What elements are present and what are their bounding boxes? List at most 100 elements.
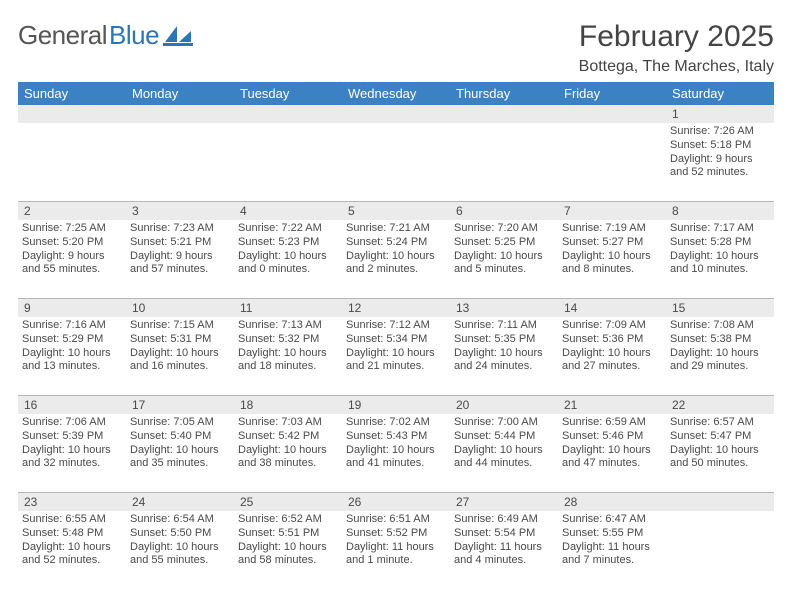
sunset-text: Sunset: 5:52 PM <box>346 527 446 541</box>
sunset-text: Sunset: 5:51 PM <box>238 527 338 541</box>
day-cell: Sunrise: 7:17 AMSunset: 5:28 PMDaylight:… <box>666 220 774 298</box>
week-row: 9101112131415Sunrise: 7:16 AMSunset: 5:2… <box>18 298 774 395</box>
sunrise-text: Sunrise: 6:52 AM <box>238 513 338 527</box>
day-cell: Sunrise: 6:55 AMSunset: 5:48 PMDaylight:… <box>18 511 126 589</box>
day-cell <box>18 123 126 201</box>
day-cell: Sunrise: 7:25 AMSunset: 5:20 PMDaylight:… <box>18 220 126 298</box>
day-cell: Sunrise: 7:06 AMSunset: 5:39 PMDaylight:… <box>18 414 126 492</box>
day-info: Sunrise: 7:02 AMSunset: 5:43 PMDaylight:… <box>346 416 446 471</box>
daylight-text: Daylight: 9 hours and 57 minutes. <box>130 250 230 278</box>
sunset-text: Sunset: 5:36 PM <box>562 333 662 347</box>
sunset-text: Sunset: 5:27 PM <box>562 236 662 250</box>
daynum-row: 16171819202122 <box>18 396 774 414</box>
sunrise-text: Sunrise: 7:26 AM <box>670 125 770 139</box>
day-info: Sunrise: 6:59 AMSunset: 5:46 PMDaylight:… <box>562 416 662 471</box>
day-cell: Sunrise: 7:21 AMSunset: 5:24 PMDaylight:… <box>342 220 450 298</box>
day-info: Sunrise: 7:00 AMSunset: 5:44 PMDaylight:… <box>454 416 554 471</box>
daylight-text: Daylight: 10 hours and 50 minutes. <box>670 444 770 472</box>
daylight-text: Daylight: 9 hours and 52 minutes. <box>670 153 770 181</box>
location-text: Bottega, The Marches, Italy <box>579 58 774 76</box>
day-info: Sunrise: 6:52 AMSunset: 5:51 PMDaylight:… <box>238 513 338 568</box>
day-cell <box>126 123 234 201</box>
daylight-text: Daylight: 10 hours and 41 minutes. <box>346 444 446 472</box>
day-cell: Sunrise: 6:51 AMSunset: 5:52 PMDaylight:… <box>342 511 450 589</box>
weekday-header: Friday <box>558 82 666 105</box>
day-number: 7 <box>558 202 666 220</box>
sunrise-text: Sunrise: 7:02 AM <box>346 416 446 430</box>
day-number <box>558 105 666 123</box>
daylight-text: Daylight: 11 hours and 4 minutes. <box>454 541 554 569</box>
day-info: Sunrise: 7:16 AMSunset: 5:29 PMDaylight:… <box>22 319 122 374</box>
day-cell: Sunrise: 7:26 AMSunset: 5:18 PMDaylight:… <box>666 123 774 201</box>
day-cell: Sunrise: 7:13 AMSunset: 5:32 PMDaylight:… <box>234 317 342 395</box>
sunrise-text: Sunrise: 7:21 AM <box>346 222 446 236</box>
daylight-text: Daylight: 10 hours and 58 minutes. <box>238 541 338 569</box>
weekday-header-row: Sunday Monday Tuesday Wednesday Thursday… <box>18 82 774 105</box>
sunrise-text: Sunrise: 7:20 AM <box>454 222 554 236</box>
day-number: 24 <box>126 493 234 511</box>
day-number: 10 <box>126 299 234 317</box>
day-number: 8 <box>666 202 774 220</box>
daynum-row: 1 <box>18 105 774 123</box>
day-cell: Sunrise: 7:22 AMSunset: 5:23 PMDaylight:… <box>234 220 342 298</box>
weekday-header: Thursday <box>450 82 558 105</box>
day-info: Sunrise: 7:20 AMSunset: 5:25 PMDaylight:… <box>454 222 554 277</box>
sunrise-text: Sunrise: 7:22 AM <box>238 222 338 236</box>
sunset-text: Sunset: 5:46 PM <box>562 430 662 444</box>
day-info: Sunrise: 6:47 AMSunset: 5:55 PMDaylight:… <box>562 513 662 568</box>
sunset-text: Sunset: 5:29 PM <box>22 333 122 347</box>
day-info: Sunrise: 6:55 AMSunset: 5:48 PMDaylight:… <box>22 513 122 568</box>
day-cell: Sunrise: 6:57 AMSunset: 5:47 PMDaylight:… <box>666 414 774 492</box>
sunset-text: Sunset: 5:44 PM <box>454 430 554 444</box>
day-cell: Sunrise: 7:19 AMSunset: 5:27 PMDaylight:… <box>558 220 666 298</box>
sunrise-text: Sunrise: 7:00 AM <box>454 416 554 430</box>
sunset-text: Sunset: 5:28 PM <box>670 236 770 250</box>
day-number: 16 <box>18 396 126 414</box>
day-number: 21 <box>558 396 666 414</box>
info-row: Sunrise: 7:25 AMSunset: 5:20 PMDaylight:… <box>18 220 774 298</box>
day-cell: Sunrise: 7:12 AMSunset: 5:34 PMDaylight:… <box>342 317 450 395</box>
sunset-text: Sunset: 5:48 PM <box>22 527 122 541</box>
weekday-header: Tuesday <box>234 82 342 105</box>
daylight-text: Daylight: 10 hours and 27 minutes. <box>562 347 662 375</box>
daylight-text: Daylight: 10 hours and 24 minutes. <box>454 347 554 375</box>
daynum-row: 2345678 <box>18 202 774 220</box>
week-row: 2345678Sunrise: 7:25 AMSunset: 5:20 PMDa… <box>18 201 774 298</box>
page-header: GeneralBlue February 2025 Bottega, The M… <box>18 20 774 76</box>
logo-text-gray: General <box>18 20 107 51</box>
sunrise-text: Sunrise: 6:49 AM <box>454 513 554 527</box>
day-cell: Sunrise: 6:52 AMSunset: 5:51 PMDaylight:… <box>234 511 342 589</box>
month-title: February 2025 <box>579 20 774 54</box>
daylight-text: Daylight: 10 hours and 52 minutes. <box>22 541 122 569</box>
sunrise-text: Sunrise: 7:17 AM <box>670 222 770 236</box>
sunset-text: Sunset: 5:31 PM <box>130 333 230 347</box>
day-number: 3 <box>126 202 234 220</box>
sunset-text: Sunset: 5:23 PM <box>238 236 338 250</box>
sunrise-text: Sunrise: 7:05 AM <box>130 416 230 430</box>
daylight-text: Daylight: 10 hours and 38 minutes. <box>238 444 338 472</box>
day-info: Sunrise: 7:09 AMSunset: 5:36 PMDaylight:… <box>562 319 662 374</box>
sunset-text: Sunset: 5:50 PM <box>130 527 230 541</box>
info-row: Sunrise: 7:06 AMSunset: 5:39 PMDaylight:… <box>18 414 774 492</box>
day-number: 22 <box>666 396 774 414</box>
logo-sail-icon <box>163 24 193 46</box>
sunrise-text: Sunrise: 6:47 AM <box>562 513 662 527</box>
sunset-text: Sunset: 5:18 PM <box>670 139 770 153</box>
day-cell: Sunrise: 7:08 AMSunset: 5:38 PMDaylight:… <box>666 317 774 395</box>
info-row: Sunrise: 7:26 AMSunset: 5:18 PMDaylight:… <box>18 123 774 201</box>
day-number: 14 <box>558 299 666 317</box>
day-cell <box>450 123 558 201</box>
daylight-text: Daylight: 10 hours and 8 minutes. <box>562 250 662 278</box>
weeks-container: 1Sunrise: 7:26 AMSunset: 5:18 PMDaylight… <box>18 105 774 589</box>
week-row: 16171819202122Sunrise: 7:06 AMSunset: 5:… <box>18 395 774 492</box>
daylight-text: Daylight: 10 hours and 0 minutes. <box>238 250 338 278</box>
day-info: Sunrise: 7:21 AMSunset: 5:24 PMDaylight:… <box>346 222 446 277</box>
weekday-header: Monday <box>126 82 234 105</box>
day-info: Sunrise: 7:17 AMSunset: 5:28 PMDaylight:… <box>670 222 770 277</box>
title-block: February 2025 Bottega, The Marches, Ital… <box>579 20 774 76</box>
day-number: 11 <box>234 299 342 317</box>
sunset-text: Sunset: 5:21 PM <box>130 236 230 250</box>
day-number <box>342 105 450 123</box>
day-number: 15 <box>666 299 774 317</box>
daynum-row: 232425262728 <box>18 493 774 511</box>
